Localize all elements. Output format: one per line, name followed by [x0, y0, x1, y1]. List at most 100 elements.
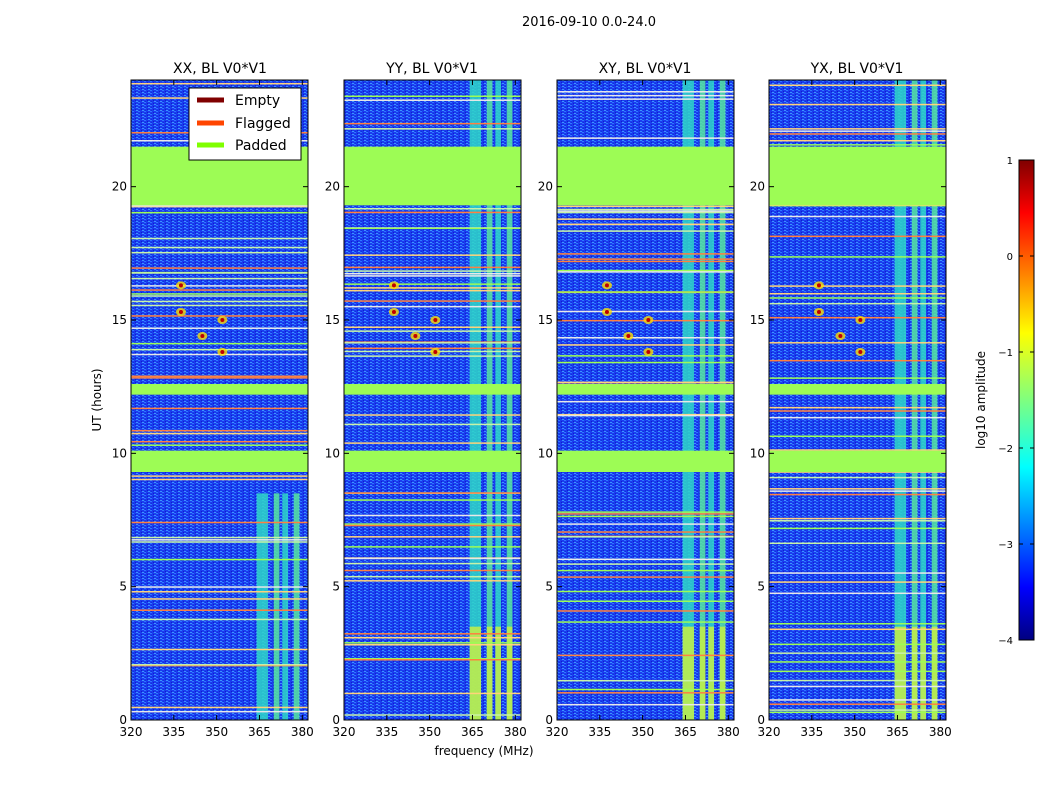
time-stripe — [131, 591, 308, 593]
time-stripe — [131, 475, 308, 477]
time-stripe — [769, 520, 946, 522]
time-stripe — [769, 661, 946, 663]
rfi-band — [699, 80, 706, 720]
time-stripe — [557, 381, 734, 384]
time-stripe — [557, 654, 734, 657]
time-stripe — [131, 710, 308, 713]
panel-xx-plot: 320 335 350 365 380 0 5 10 15 20 — [112, 79, 314, 739]
y-axis-label: UT (hours) — [90, 368, 104, 431]
time-stripe — [344, 342, 521, 344]
time-stripe — [769, 493, 946, 496]
time-stripe — [557, 269, 734, 272]
transient-core — [391, 283, 396, 288]
rfi-band — [682, 80, 695, 720]
time-stripe — [769, 699, 946, 701]
time-stripe — [131, 375, 308, 378]
time-stripe — [131, 251, 308, 254]
transient-core — [604, 283, 609, 288]
time-stripe — [557, 569, 734, 572]
time-stripe — [131, 407, 308, 410]
time-stripe — [769, 103, 946, 106]
x-tick-label: 380 — [291, 725, 314, 739]
figure-suptitle: 2016-09-10 0.0-24.0 — [522, 15, 656, 30]
time-stripe — [131, 300, 308, 303]
time-stripe — [769, 581, 946, 583]
time-stripe — [131, 293, 308, 295]
y-tick-label: 20 — [750, 180, 765, 194]
time-stripe — [557, 610, 734, 612]
time-stripe — [557, 563, 734, 565]
time-stripe — [344, 442, 521, 444]
padded-block — [769, 384, 946, 395]
rfi-band — [282, 493, 289, 720]
x-tick-label: 365 — [461, 725, 484, 739]
x-tick-label: 365 — [674, 725, 697, 739]
panel-yx-plot: 320 335 350 365 380 0 5 10 15 20 — [750, 79, 952, 739]
time-stripe — [344, 270, 521, 272]
plot-data-layer — [131, 80, 308, 720]
time-stripe — [769, 435, 946, 438]
time-stripe — [131, 246, 308, 249]
time-stripe — [769, 679, 946, 682]
rfi-band — [495, 80, 502, 720]
plot-data-layer — [557, 80, 734, 720]
x-tick-label: 320 — [546, 725, 569, 739]
padded-block — [131, 384, 308, 395]
time-stripe — [344, 514, 521, 517]
time-stripe — [557, 291, 734, 293]
time-stripe — [344, 692, 521, 695]
padded-block — [344, 384, 521, 395]
time-stripe — [131, 541, 308, 543]
time-stripe — [557, 413, 734, 416]
time-stripe — [131, 478, 308, 481]
time-stripe — [344, 523, 521, 525]
time-stripe — [557, 703, 734, 706]
x-tick-label: 320 — [333, 725, 356, 739]
time-stripe — [769, 711, 946, 714]
rfi-band-bright — [708, 626, 715, 720]
transient-core — [433, 350, 438, 354]
transient-core — [858, 350, 863, 354]
time-stripe — [344, 326, 521, 328]
y-tick-label: 0 — [757, 713, 765, 727]
legend: Empty Flagged Padded — [188, 87, 302, 161]
x-tick-label: 350 — [631, 725, 654, 739]
time-stripe — [769, 235, 946, 238]
transient-core — [816, 310, 821, 314]
time-stripe — [769, 703, 946, 705]
time-stripe — [344, 227, 521, 230]
x-axis-label: frequency (MHz) — [434, 744, 533, 758]
time-stripe — [344, 287, 521, 289]
rfi-band — [273, 493, 280, 720]
time-stripe — [557, 355, 734, 357]
transient-core — [200, 334, 205, 338]
x-tick-label: 320 — [758, 725, 781, 739]
transient-core — [220, 318, 225, 322]
time-stripe — [131, 289, 308, 291]
plot-frame — [130, 79, 309, 721]
time-stripe — [344, 642, 521, 644]
padded-block — [131, 450, 308, 472]
rfi-band-bright — [506, 626, 513, 720]
time-stripe — [769, 410, 946, 412]
time-stripe — [344, 562, 521, 565]
rfi-band — [920, 80, 927, 720]
time-stripe — [131, 586, 308, 588]
time-stripe — [131, 237, 308, 240]
y-tick-label: 10 — [538, 446, 553, 460]
time-stripe — [769, 490, 946, 492]
time-stripe — [131, 304, 308, 307]
time-stripe — [131, 432, 308, 435]
time-stripe — [344, 207, 521, 210]
x-tick-label: 335 — [588, 725, 611, 739]
time-stripe — [131, 315, 308, 317]
padded-block — [769, 146, 946, 206]
y-tick-label: 5 — [332, 580, 340, 594]
time-stripe — [131, 82, 308, 85]
time-stripe — [131, 648, 308, 651]
time-stripe — [344, 289, 521, 292]
time-stripe — [769, 359, 946, 362]
time-stripe — [557, 208, 734, 211]
x-tick-label: 350 — [205, 725, 228, 739]
time-stripe — [344, 580, 521, 582]
